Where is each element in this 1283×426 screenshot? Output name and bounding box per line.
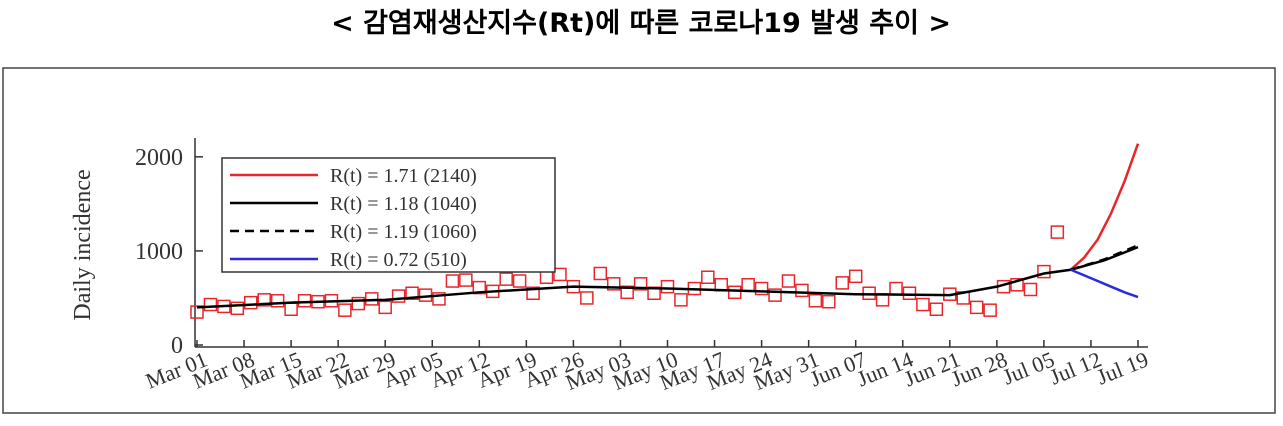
- data-point: [257, 293, 271, 307]
- data-point: [230, 301, 245, 316]
- data-point: [795, 283, 809, 298]
- legend-label: R(t) = 1.71 (2140): [330, 165, 477, 187]
- line: [196, 245, 1139, 309]
- data-point: [1050, 225, 1065, 239]
- data-point: [553, 267, 567, 282]
- data-point: [754, 281, 769, 296]
- data-point: [768, 288, 782, 302]
- y-tick-label: 1000: [135, 239, 183, 265]
- legend-label: R(t) = 1.18 (1040): [330, 193, 477, 215]
- data-point: [405, 286, 419, 300]
- data-point: [741, 278, 755, 292]
- data-point: [902, 286, 917, 300]
- data-point: [848, 269, 863, 284]
- data-point: [445, 274, 460, 288]
- data-point: [391, 289, 406, 303]
- legend-box: [221, 157, 556, 273]
- data-point: [808, 294, 823, 308]
- data-point: [499, 272, 513, 286]
- data-point: [244, 295, 258, 310]
- data-point: [512, 274, 527, 288]
- data-point: [284, 302, 298, 316]
- data-point: [889, 281, 903, 296]
- data-point: [539, 270, 554, 285]
- legend-label: R(t) = 0.72 (510): [330, 249, 467, 271]
- data-point: [432, 292, 446, 306]
- data-point: [606, 277, 621, 291]
- data-point: [916, 297, 930, 312]
- data-point: [351, 296, 366, 311]
- data-point: [835, 276, 850, 290]
- data-point: [270, 294, 285, 308]
- line: [1070, 268, 1139, 299]
- data-point: [1010, 278, 1024, 292]
- x-tick-label: Jul 19: [1093, 346, 1152, 389]
- data-point: [822, 294, 836, 309]
- data-point: [593, 266, 608, 281]
- data-point: [203, 297, 218, 312]
- data-point: [701, 270, 715, 285]
- data-point: [297, 294, 312, 308]
- data-point: [633, 277, 648, 291]
- data-point: [378, 300, 392, 315]
- data-point: [660, 279, 675, 294]
- y-tick-label: 0: [171, 333, 183, 359]
- data-point: [674, 293, 688, 307]
- data-point: [459, 273, 473, 287]
- y-axis-label: Daily incidence: [70, 169, 96, 320]
- data-point: [983, 303, 997, 317]
- data-point: [620, 285, 634, 300]
- frame: [2, 67, 1276, 414]
- line: [1070, 244, 1139, 271]
- line: [1069, 143, 1140, 271]
- data-point: [1023, 282, 1038, 297]
- data-point: [472, 280, 487, 295]
- data-point: [929, 302, 944, 316]
- y-tick-label: 2000: [135, 145, 183, 171]
- data-point: [190, 305, 204, 319]
- chart-title: < 감염재생산지수(Rt)에 따른 코로나19 발생 추이 >: [331, 8, 951, 39]
- data-point: [580, 291, 594, 305]
- legend-label: R(t) = 1.19 (1060): [330, 221, 477, 243]
- data-point: [338, 303, 352, 317]
- data-point: [727, 285, 742, 300]
- data-point: [969, 300, 984, 315]
- data-point: [781, 274, 796, 288]
- data-point: [526, 286, 540, 300]
